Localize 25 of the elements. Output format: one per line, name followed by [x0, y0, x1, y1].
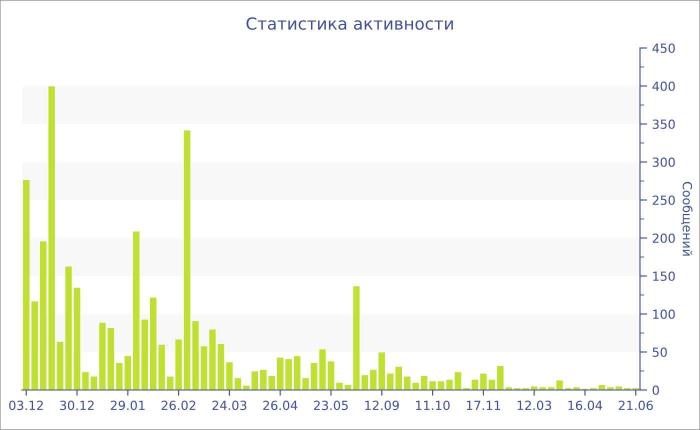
y-axis-title: Сообщений — [681, 182, 693, 256]
chart-title: Статистика активности — [246, 17, 453, 30]
x-tick-label: 23.05 — [314, 400, 348, 410]
y-tick-label: 100 — [653, 309, 675, 319]
x-tick-label: 12.09 — [365, 400, 399, 410]
x-tick-label: 21.06 — [618, 400, 653, 410]
x-tick-label: 30.12 — [60, 400, 94, 410]
x-tick-label: 26.02 — [162, 400, 196, 410]
y-tick-label: 0 — [652, 385, 659, 395]
y-tick-label: 450 — [652, 43, 675, 53]
y-tick-label: 200 — [652, 233, 675, 243]
x-tick-label: 12.03 — [518, 400, 552, 410]
x-tick-label: 03.12 — [9, 400, 43, 410]
x-tick-label: 16.04 — [568, 400, 602, 410]
y-tick-label: 150 — [653, 271, 675, 281]
x-tick-label: 26.04 — [263, 400, 298, 410]
x-tick-label: 11.10 — [416, 400, 450, 410]
x-tick-label: 29.01 — [110, 400, 145, 410]
y-tick-label: 250 — [652, 195, 675, 205]
x-tick-label: 17.11 — [466, 400, 500, 410]
y-tick-label: 300 — [652, 157, 675, 167]
y-tick-label: 50 — [652, 347, 667, 357]
x-tick-label: 24.03 — [212, 400, 246, 410]
y-tick-label: 350 — [652, 119, 675, 129]
y-tick-label: 400 — [652, 81, 675, 91]
